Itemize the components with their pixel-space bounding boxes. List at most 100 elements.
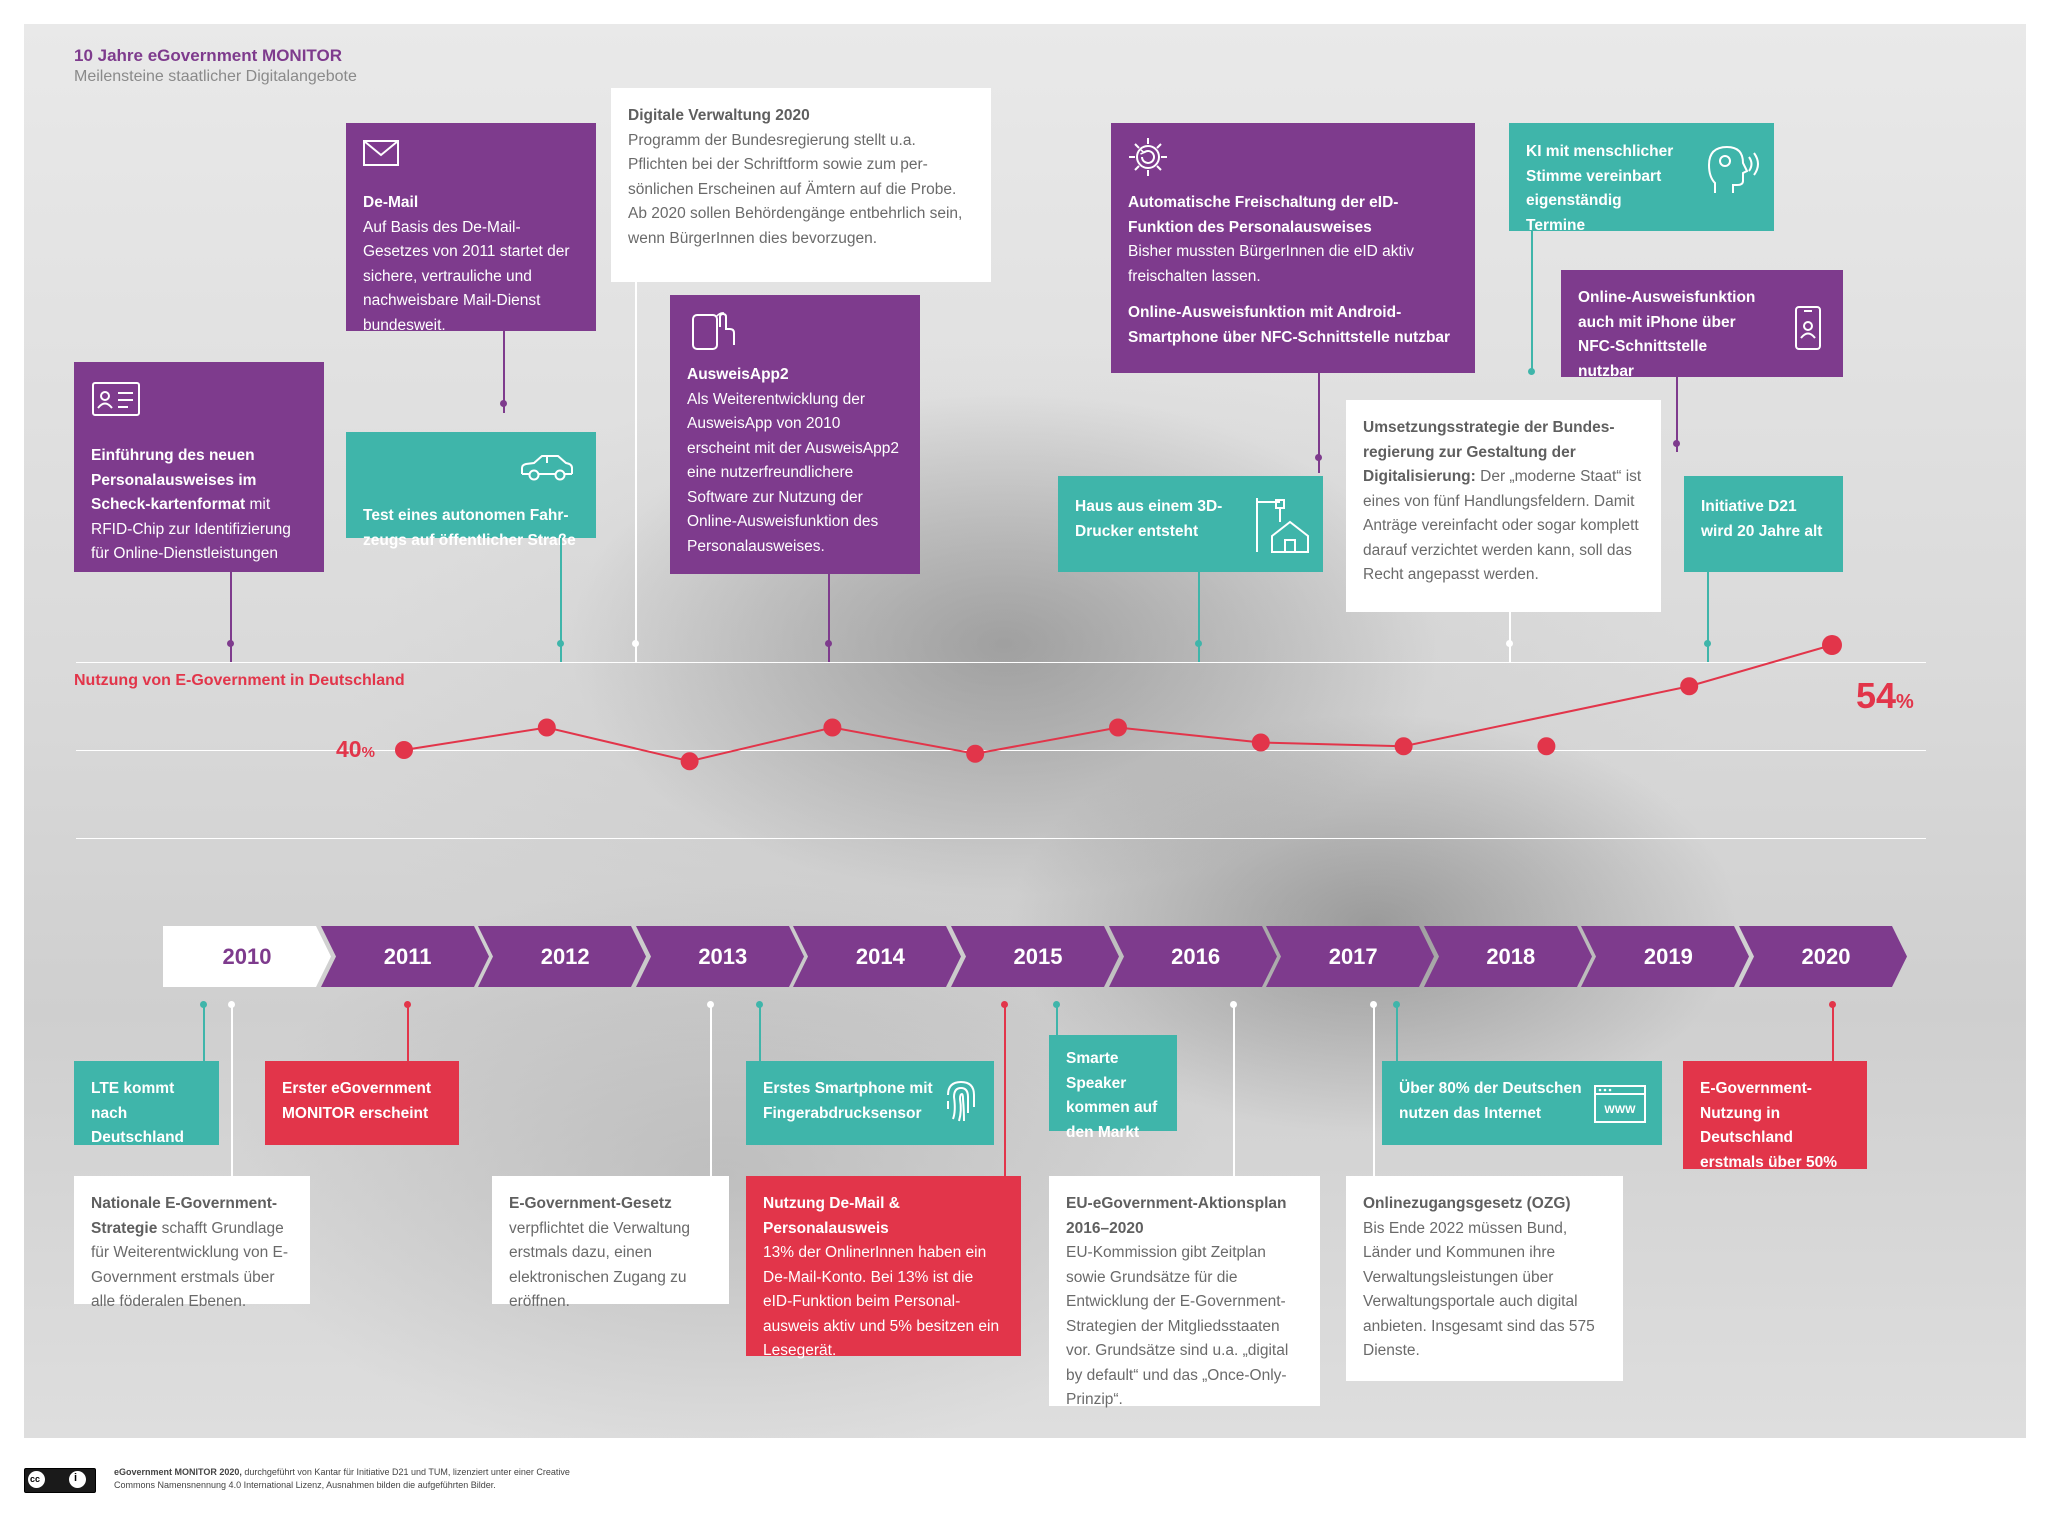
- year-chevron-2017: 2017: [1266, 926, 1435, 987]
- connector-line: [407, 1005, 409, 1061]
- chart-gridline: [76, 662, 1926, 663]
- connector-dot: [1230, 1001, 1237, 1008]
- footer-text-bold: eGovernment MONITOR 2020,: [114, 1467, 242, 1477]
- event-text: verpflichtet die Verwaltung erstmals daz…: [509, 1219, 690, 1311]
- year-chevron-2011: 2011: [320, 926, 489, 987]
- usage-point-2018: [1537, 737, 1556, 756]
- connector-dot: [227, 640, 234, 647]
- year-chevron-2015: 2015: [951, 926, 1119, 987]
- year-chevron-2020: 2020: [1739, 926, 1907, 987]
- start-value: 40: [336, 736, 362, 762]
- event-text: EU-Kommission gibt Zeitplan sowie Grunds…: [1066, 1244, 1289, 1408]
- connector-line: [1056, 1005, 1058, 1061]
- event-title: Über 80% der Deutschen nutzen das Intern…: [1399, 1080, 1582, 1122]
- smartphone-icon: [1795, 306, 1821, 350]
- event-ozg: Onlinezugangsgesetz (OZG) Bis Ende 2022 …: [1346, 1176, 1623, 1381]
- event-smarte-speaker: Smarte Speaker kommen auf den Markt: [1049, 1035, 1177, 1141]
- connector-line: [1509, 612, 1511, 662]
- connector-line: [1004, 1005, 1006, 1176]
- event-text: Programm der Bundesregierung stellt u.a.…: [628, 131, 963, 247]
- year-chevron-2018: 2018: [1423, 926, 1592, 987]
- event-text: Der „moderne Staat“ ist eines von fünf H…: [1363, 468, 1642, 583]
- event-egov-gesetz: E-Government-Gesetz verpflichtet die Ver…: [492, 1176, 729, 1310]
- connector-line: [1707, 572, 1709, 662]
- year-chevron-2010: 2010: [163, 926, 331, 987]
- event-title: KI mit menschlicher Stimme vereinbart ei…: [1526, 143, 1674, 234]
- connector-line: [1396, 1005, 1398, 1061]
- connector-dot: [825, 640, 832, 647]
- connector-dot: [557, 640, 564, 647]
- connector-dot: [1315, 454, 1322, 461]
- connector-dot: [707, 1001, 714, 1008]
- event-text: Bisher mussten BürgerInnen die eID aktiv…: [1128, 243, 1415, 285]
- year-label: 2015: [1013, 944, 1063, 969]
- connector-dot: [1053, 1001, 1060, 1008]
- event-demail: De-Mail Auf Basis des De-Mail-Gesetzes v…: [346, 123, 596, 334]
- event-title: AusweisApp2: [687, 366, 789, 383]
- year-chevron-2019: 2019: [1581, 926, 1750, 987]
- connector-dot: [404, 1001, 411, 1008]
- connector-dot: [200, 1001, 207, 1008]
- license-badge: cc by cc i: [24, 1468, 96, 1493]
- connector-dot: [632, 640, 639, 647]
- infographic-canvas: 10 Jahre eGovernment MONITOR Meilenstein…: [24, 24, 2026, 1438]
- connector-dot: [1506, 640, 1513, 647]
- event-title: Nutzung De-Mail & Personalausweis: [763, 1195, 900, 1237]
- event-eu-aktionsplan: EU-eGovernment-Aktionsplan 2016–2020 EU-…: [1049, 1176, 1320, 1408]
- event-title: Haus aus einem 3D-Drucker entsteht: [1075, 498, 1223, 540]
- connector-line: [1373, 1005, 1375, 1176]
- connector-line: [1676, 377, 1678, 452]
- event-title: Nationale E-Government-Strategie: [91, 1195, 278, 1237]
- event-title: Erstes Smartphone mit Fingerabdrucksenso…: [763, 1080, 933, 1122]
- event-ausweisapp2: AusweisApp2 Als Weiterentwicklung der Au…: [670, 295, 920, 574]
- car-icon: [521, 455, 573, 481]
- chart-title: Nutzung von E-Government in Deutschland: [74, 672, 405, 689]
- connector-dot: [756, 1001, 763, 1008]
- year-label: 2020: [1801, 944, 1851, 969]
- year-label: 2016: [1171, 944, 1221, 969]
- event-nutzung-demail: Nutzung De-Mail & Personalausweis 13% de…: [746, 1176, 1021, 1359]
- footer-text: eGovernment MONITOR 2020, durchgeführt v…: [114, 1466, 594, 1492]
- envelope-icon: [363, 140, 399, 166]
- connector-dot: [1370, 1001, 1377, 1008]
- connector-line: [1832, 1005, 1834, 1061]
- connector-line: [503, 331, 505, 413]
- year-label: 2017: [1328, 944, 1378, 969]
- event-eid: Automatische Freischaltung der eID-Funkt…: [1111, 123, 1475, 373]
- touch-tablet-icon: [692, 312, 735, 350]
- event-fingerabdruck: Erstes Smartphone mit Fingerabdrucksenso…: [746, 1061, 994, 1145]
- usage-point-2014: [966, 744, 985, 763]
- connector-line: [1198, 572, 1200, 662]
- connector-dot: [1195, 640, 1202, 647]
- end-unit: %: [1896, 691, 1914, 713]
- event-title: Initiative D21 wird 20 Jahre alt: [1701, 498, 1823, 540]
- usage-point-2011: [537, 718, 556, 737]
- event-d21: Initiative D21 wird 20 Jahre alt: [1684, 476, 1843, 572]
- year-chevron-2014: 2014: [793, 926, 962, 987]
- event-ki: KI mit menschlicher Stimme vereinbart ei…: [1509, 123, 1774, 234]
- event-title-2: Online-Ausweisfunktion mit Android-Smart…: [1128, 304, 1451, 346]
- year-chevron-2012: 2012: [478, 926, 647, 987]
- event-lte: LTE kommt nach Deutschland: [74, 1061, 219, 1146]
- connector-line: [230, 572, 232, 662]
- page-title: 10 Jahre eGovernment MONITOR: [74, 46, 342, 65]
- connector-dot: [1001, 1001, 1008, 1008]
- year-label: 2012: [540, 944, 590, 969]
- usage-point-2017: [1394, 737, 1413, 756]
- year-label: 2014: [855, 944, 905, 969]
- usage-line-chart: [395, 635, 1842, 771]
- year-label: 2019: [1643, 944, 1693, 969]
- event-title: Digitale Verwaltung 2020: [628, 107, 810, 124]
- connector-line: [1233, 1005, 1235, 1176]
- connector-dot: [228, 1001, 235, 1008]
- event-title: Online-Ausweisfunktion auch mit iPhone ü…: [1578, 289, 1756, 380]
- usage-point-2016: [1251, 733, 1270, 752]
- connector-dot: [500, 400, 507, 407]
- year-label: 2010: [222, 944, 272, 969]
- event-title: LTE kommt nach Deutschland: [91, 1080, 185, 1146]
- event-title: De-Mail: [363, 194, 419, 211]
- connector-line: [203, 1005, 205, 1061]
- event-autonomes-fahrzeug: Test eines autonomen Fahr-zeugs auf öffe…: [346, 432, 596, 549]
- footer-text-body: durchgeführt von Kantar für Initiative D…: [114, 1467, 570, 1490]
- start-value-label: 40%: [336, 736, 375, 763]
